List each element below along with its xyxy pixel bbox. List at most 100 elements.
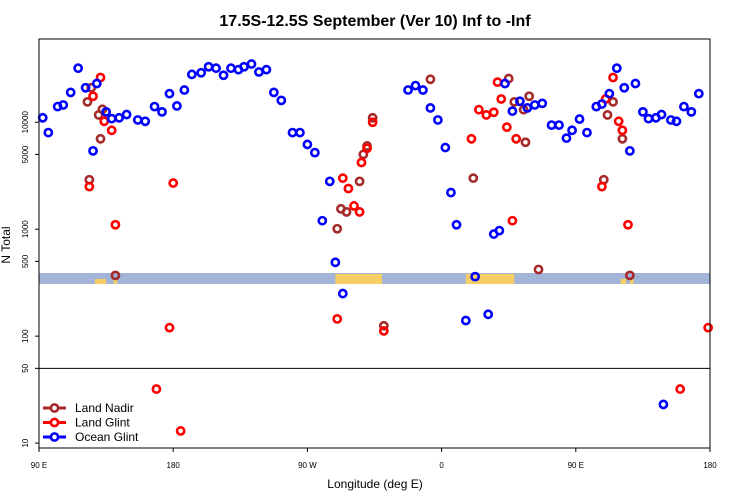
y-tick-label: 100 (21, 329, 30, 343)
y-tick-label: 50 (21, 363, 30, 372)
x-axis-title: Longitude (deg E) (327, 477, 422, 491)
ocean-glint-point (418, 85, 428, 95)
land-nadir-point (354, 176, 365, 187)
legend-label-land-glint: Land Glint (75, 416, 130, 430)
land-glint-point (608, 72, 618, 83)
land-glint-point (168, 178, 179, 188)
chart-title: 17.5S-12.5S September (Ver 10) Inf to -I… (219, 13, 531, 30)
ocean-glint-point (65, 87, 76, 98)
ocean-glint-point (483, 309, 494, 320)
ocean-glint-point (43, 127, 54, 138)
land-glint-point (596, 181, 607, 192)
ocean-glint-point (425, 103, 436, 113)
y-tick-label: 500 (21, 254, 30, 268)
legend-marker-land-glint (49, 417, 60, 428)
ocean-glint-point (330, 257, 341, 268)
x-axis: 90 E 180 90 W 0 90 E 180 (31, 448, 717, 470)
land-glint-point (613, 116, 624, 127)
land-segment (335, 274, 382, 284)
ocean-glint-point (410, 80, 421, 91)
land-nadir-point (82, 96, 93, 107)
land-glint-point (378, 325, 389, 336)
ocean-glint-point (268, 87, 279, 98)
ocean-glint-point (686, 106, 697, 117)
ocean-glint-point (157, 106, 167, 117)
ocean-glint-point (470, 271, 481, 282)
land-glint-point (511, 133, 522, 144)
land-glint-point (175, 426, 186, 436)
ocean-glint-point (554, 120, 564, 131)
ocean-glint-point (196, 67, 207, 78)
land-glint-point (473, 104, 484, 115)
ocean-glint-point (186, 69, 197, 80)
land-glint-point (488, 107, 499, 118)
ocean-glint-point (302, 139, 313, 150)
ocean-glint-point (140, 116, 151, 127)
ocean-glint-point (88, 145, 98, 156)
ocean-glint-point (403, 85, 413, 95)
ocean-glint-point (446, 187, 456, 198)
legend-label-ocean-glint: Ocean Glint (75, 430, 139, 444)
land-glint-point (362, 143, 372, 154)
x-tick-label: 0 (439, 461, 444, 470)
ocean-glint-point (619, 82, 630, 93)
ocean-glint-point (114, 112, 125, 123)
legend-marker-land-nadir (49, 403, 60, 413)
ocean-glint-point (582, 127, 592, 138)
ocean-glint-point (218, 70, 229, 81)
land-glint-point (337, 173, 348, 184)
x-tick-label: 90 E (31, 461, 47, 470)
ocean-glint-point (604, 88, 615, 99)
ocean-glint-point (276, 95, 287, 106)
plot-frame (38, 38, 711, 449)
y-tick-label: 10 (21, 438, 30, 447)
ocean-glint-point (574, 114, 585, 124)
ocean-glint-point (121, 109, 132, 120)
ocean-glint-point (246, 59, 257, 69)
land-nadir-point (602, 110, 613, 120)
land-nadir-point (520, 137, 531, 148)
land-glint-point (164, 322, 175, 333)
land-segment (629, 279, 634, 284)
land-nadir-point (341, 207, 352, 217)
land-glint-point (623, 219, 633, 230)
ocean-glint-point (611, 63, 622, 74)
y-tick-label: 1000 (21, 220, 30, 238)
land-glint-point (367, 117, 378, 128)
ocean-glint-point (507, 106, 518, 117)
ocean-glint-point (179, 85, 190, 95)
y-axis-title: N Total (0, 226, 13, 263)
land-glint-point (106, 125, 117, 136)
land-nadir-point (110, 270, 121, 281)
ocean-glint-point (630, 78, 641, 89)
ocean-glint-point (451, 219, 462, 230)
ocean-glint-point (567, 125, 577, 136)
ocean-glint-point (73, 63, 84, 74)
land-nadir-point (468, 173, 479, 184)
x-tick-label: 90 W (298, 461, 317, 470)
ocean-glint-point (671, 116, 682, 127)
ocean-glint-point (596, 99, 607, 109)
ocean-glint-point (656, 109, 667, 120)
land-glint-point (354, 207, 365, 217)
ocean-glint-point (309, 147, 320, 158)
ocean-glint-point (494, 225, 505, 236)
ocean-glint-point (261, 64, 272, 75)
land-nadir-point (524, 91, 535, 102)
x-tick-label: 180 (703, 461, 717, 470)
ocean-glint-point (58, 100, 69, 110)
land-glint-point (466, 133, 477, 144)
ocean-glint-point (624, 145, 635, 156)
x-tick-label: 180 (167, 461, 181, 470)
ocean-glint-point (514, 96, 525, 107)
ocean-glint-point (91, 78, 102, 89)
ocean-glint-point (665, 115, 676, 125)
ocean-glint-point (337, 288, 348, 299)
ocean-glint-point (537, 98, 548, 109)
ocean-glint-point (432, 115, 443, 125)
land-glint-point (349, 201, 359, 211)
land-nadir-point (533, 264, 544, 275)
land-nadir-point (425, 74, 436, 85)
